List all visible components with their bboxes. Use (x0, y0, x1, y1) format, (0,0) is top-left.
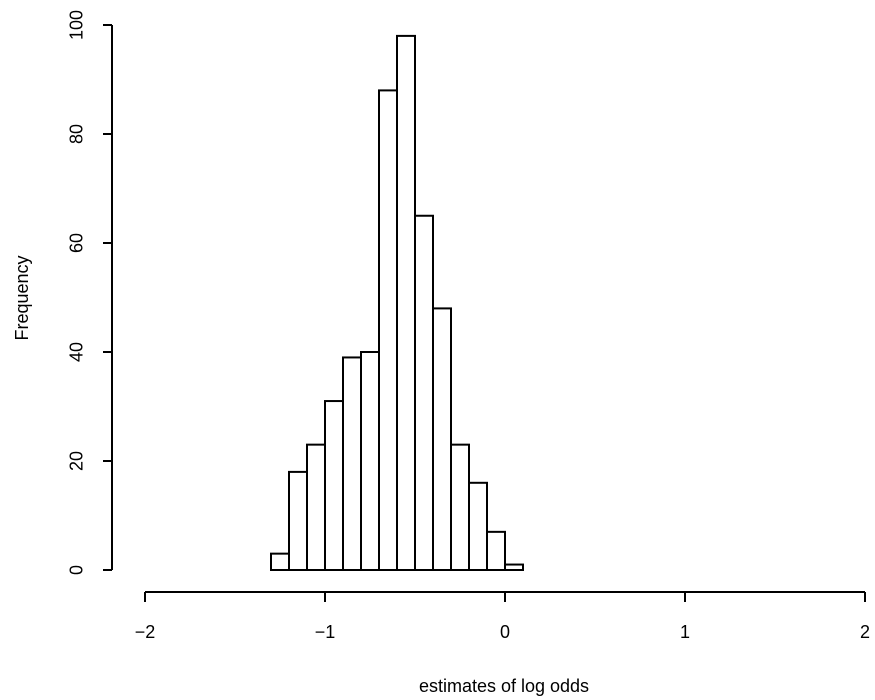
x-tick-label: 1 (680, 622, 690, 642)
y-tick-label: 60 (66, 233, 86, 253)
x-tick-label: −2 (135, 622, 156, 642)
y-tick-label: 80 (66, 124, 86, 144)
histogram-bar (450, 443, 470, 571)
histogram-bars (270, 34, 524, 572)
x-axis-title: estimates of log odds (419, 676, 589, 696)
x-tick-label: 0 (500, 622, 510, 642)
y-tick-label: 20 (66, 451, 86, 471)
histogram-bar (360, 351, 380, 571)
histogram-bar (270, 552, 290, 572)
x-tick-label: −1 (315, 622, 336, 642)
histogram-bar (378, 89, 398, 572)
histogram-bar (414, 214, 434, 571)
y-tick-label: 40 (66, 342, 86, 362)
x-tick-label: 2 (860, 622, 870, 642)
histogram-bar (288, 470, 308, 571)
histogram-bar (324, 400, 344, 571)
histogram-bar (306, 443, 326, 571)
histogram-bar (342, 356, 362, 572)
histogram-bar (468, 481, 488, 571)
x-axis: −2 −1 0 1 2 (135, 591, 870, 642)
y-tick-label: 100 (66, 10, 86, 40)
histogram-bar (396, 34, 416, 571)
y-axis: 0 20 40 60 80 100 (66, 10, 113, 575)
y-axis-title: Frequency (12, 255, 32, 340)
histogram-bar (504, 563, 524, 571)
histogram-bar (486, 530, 506, 571)
y-tick-label: 0 (66, 565, 86, 575)
histogram-bar (432, 307, 452, 571)
